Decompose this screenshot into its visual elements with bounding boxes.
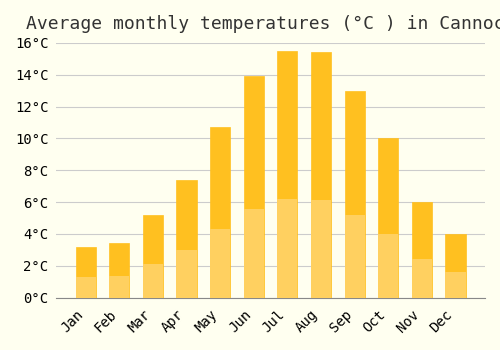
Bar [76, 277, 96, 297]
Bar [176, 251, 197, 298]
Bar [143, 265, 163, 298]
Bar [446, 234, 466, 298]
Bar [344, 91, 364, 298]
Bar [109, 276, 130, 298]
Bar [210, 127, 230, 298]
Bar [278, 199, 297, 298]
Bar [446, 272, 466, 298]
Bar [143, 215, 163, 298]
Title: Average monthly temperatures (°C ) in Cannock: Average monthly temperatures (°C ) in Ca… [26, 15, 500, 33]
Bar [210, 230, 230, 298]
Bar [244, 76, 264, 298]
Bar [344, 215, 364, 298]
Bar [378, 234, 398, 298]
Bar [278, 51, 297, 298]
Bar [244, 209, 264, 298]
Bar [412, 259, 432, 298]
Bar [412, 202, 432, 298]
Bar [311, 199, 331, 298]
Bar [76, 247, 96, 298]
Bar [311, 52, 331, 298]
Bar [109, 244, 130, 298]
Bar [378, 138, 398, 298]
Bar [176, 180, 197, 298]
